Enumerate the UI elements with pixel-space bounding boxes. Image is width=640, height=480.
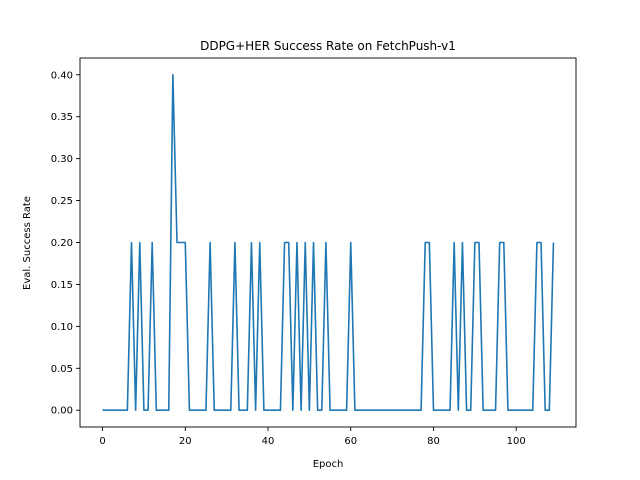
y-axis: 0.00 0.05 0.10 0.15 0.20 0.25 0.30 0.35 0.40 — [51, 70, 80, 417]
series-line-0 — [102, 73, 555, 412]
y-tick-label: 0.15 — [51, 280, 73, 291]
x-axis-label: Epoch — [313, 459, 344, 470]
y-tick-label: 0.10 — [51, 322, 73, 333]
y-tick-label: 0.05 — [51, 364, 73, 375]
x-tick-label: 40 — [262, 436, 275, 447]
y-tick-label: 0.30 — [51, 154, 73, 165]
chart-title: DDPG+HER Success Rate on FetchPush-v1 — [200, 39, 456, 53]
x-tick-label: 20 — [179, 436, 192, 447]
x-tick-label: 0 — [99, 436, 105, 447]
plot-frame — [79, 57, 577, 428]
x-tick-label: 100 — [507, 436, 526, 447]
y-tick-label: 0.40 — [51, 70, 73, 81]
y-axis-label: Eval. Success Rate — [22, 196, 33, 290]
y-tick-label: 0.35 — [51, 112, 73, 123]
x-tick-label: 60 — [344, 436, 357, 447]
x-tick-label: 80 — [427, 436, 440, 447]
y-tick-label: 0.20 — [51, 238, 73, 249]
plot-area — [102, 73, 555, 412]
y-tick-label: 0.25 — [51, 196, 73, 207]
x-axis: 0 20 40 60 80 100 — [99, 427, 526, 447]
y-tick-label: 0.00 — [51, 406, 73, 417]
